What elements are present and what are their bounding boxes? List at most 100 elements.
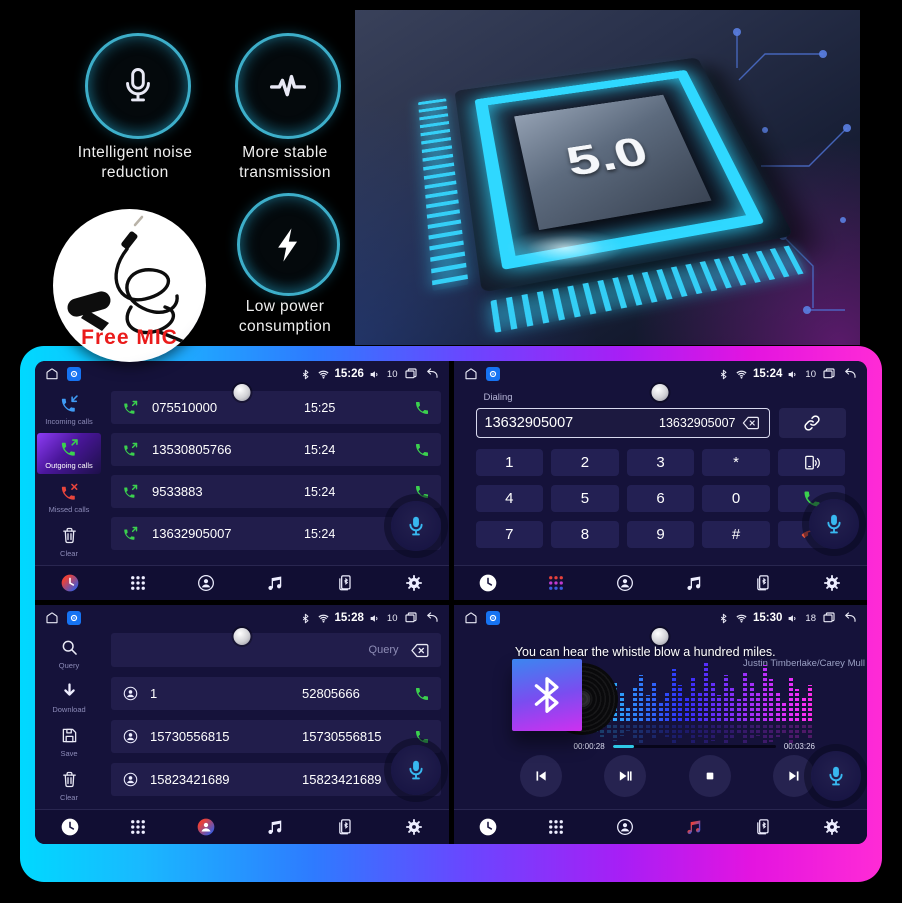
- nav-music-active[interactable]: [684, 817, 704, 837]
- recents-icon[interactable]: [403, 610, 419, 626]
- back-icon[interactable]: [424, 610, 440, 626]
- previous-button[interactable]: [519, 755, 562, 797]
- call-icon[interactable]: [414, 729, 430, 745]
- voice-assistant-button[interactable]: [390, 745, 441, 795]
- nav-settings[interactable]: [822, 573, 842, 593]
- wifi-icon: [736, 370, 747, 379]
- nav-contacts[interactable]: [615, 817, 635, 837]
- nav-music[interactable]: [265, 817, 285, 837]
- nav-apps[interactable]: [129, 574, 147, 592]
- call-icon[interactable]: [414, 442, 430, 458]
- sidebar-item-incoming-calls[interactable]: Incoming calls: [37, 389, 101, 430]
- progress-bar[interactable]: [612, 744, 776, 748]
- key-star[interactable]: *: [702, 449, 770, 476]
- key-3[interactable]: 3: [626, 449, 695, 476]
- call-icon[interactable]: [414, 686, 430, 702]
- home-icon[interactable]: [44, 610, 60, 626]
- back-icon[interactable]: [842, 610, 858, 626]
- recents-icon[interactable]: [821, 610, 837, 626]
- recents-icon[interactable]: [821, 366, 837, 382]
- nav-recent-active[interactable]: [60, 573, 80, 593]
- sidebar-item-download[interactable]: Download: [37, 677, 101, 718]
- app-icon[interactable]: [67, 611, 81, 625]
- contact-row[interactable]: 1 52805666: [111, 677, 441, 710]
- home-icon[interactable]: [463, 610, 479, 626]
- contact-search-field[interactable]: Query: [111, 633, 441, 667]
- play-pause-button[interactable]: [604, 755, 646, 797]
- recents-icon[interactable]: [403, 366, 419, 382]
- call-row[interactable]: 13530805766 15:24: [111, 433, 441, 466]
- key-4[interactable]: 4: [475, 485, 544, 512]
- back-icon[interactable]: [424, 366, 440, 382]
- key-7[interactable]: 7: [475, 521, 544, 548]
- nav-contacts-active[interactable]: [196, 817, 216, 837]
- bluetooth-link-button[interactable]: [778, 408, 846, 438]
- mic-icon: [408, 760, 423, 780]
- contact-row[interactable]: 15730556815 15730556815: [111, 720, 441, 753]
- backspace-icon[interactable]: [741, 415, 761, 431]
- call-row[interactable]: 075510000 15:25: [111, 391, 441, 424]
- nav-contacts[interactable]: [196, 573, 216, 593]
- nav-phone-link[interactable]: [753, 817, 773, 837]
- next-button[interactable]: [773, 755, 815, 797]
- nav-settings[interactable]: [404, 817, 424, 837]
- key-6[interactable]: 6: [626, 485, 695, 512]
- sidebar-item-save[interactable]: Save: [37, 721, 101, 762]
- key-5[interactable]: 5: [551, 485, 619, 512]
- nav-recent[interactable]: [60, 817, 80, 837]
- nav-apps[interactable]: [129, 818, 147, 836]
- nav-phone-link[interactable]: [335, 573, 355, 593]
- key-2[interactable]: 2: [551, 449, 619, 476]
- feature-noise-reduction: [85, 33, 191, 139]
- call-row[interactable]: 13632905007 15:24: [111, 517, 441, 550]
- query-label: Query: [368, 644, 399, 656]
- key-9[interactable]: 9: [626, 521, 695, 548]
- call-row[interactable]: 9533883 15:24: [111, 475, 441, 508]
- voice-assistant-button[interactable]: [811, 751, 861, 801]
- screen-dialer: 15:24 10 Dialing 13632905007 13632905007…: [453, 361, 867, 600]
- nav-apps[interactable]: [547, 818, 565, 836]
- nav-phone-link[interactable]: [753, 573, 773, 593]
- mic-icon: [827, 514, 841, 534]
- home-icon[interactable]: [463, 366, 479, 382]
- sidebar-item-outgoing-calls[interactable]: Outgoing calls: [37, 432, 101, 474]
- nav-music[interactable]: [684, 573, 704, 593]
- sidebar-item-query[interactable]: Query: [37, 633, 101, 674]
- nav-settings[interactable]: [822, 817, 842, 837]
- nav-recent[interactable]: [478, 817, 498, 837]
- key-0[interactable]: 0: [702, 485, 770, 512]
- nav-settings[interactable]: [404, 573, 424, 593]
- backspace-icon[interactable]: [409, 642, 431, 659]
- app-icon[interactable]: [485, 367, 500, 381]
- playback-controls: [519, 755, 815, 797]
- voice-assistant-button[interactable]: [390, 501, 441, 551]
- voice-assistant-button[interactable]: [809, 499, 859, 549]
- trash-icon: [62, 528, 76, 544]
- nav-phone-link[interactable]: [335, 817, 355, 837]
- status-bar: 15:28 10: [35, 605, 449, 629]
- dial-number-input[interactable]: 13632905007 13632905007: [475, 408, 770, 438]
- call-icon[interactable]: [414, 400, 430, 416]
- audio-route-button[interactable]: [777, 449, 846, 476]
- key-hash[interactable]: #: [702, 521, 770, 548]
- status-time: 15:26: [334, 368, 364, 380]
- call-icon[interactable]: [414, 484, 430, 500]
- nav-contacts[interactable]: [615, 573, 635, 593]
- outgoing-call-icon: [124, 400, 138, 414]
- app-icon[interactable]: [67, 367, 81, 381]
- key-8[interactable]: 8: [551, 521, 619, 548]
- app-icon[interactable]: [485, 611, 500, 625]
- home-icon[interactable]: [44, 366, 60, 382]
- nav-music[interactable]: [265, 573, 285, 593]
- sidebar-item-missed-calls[interactable]: Missed calls: [37, 477, 101, 518]
- nav-apps-active[interactable]: [547, 574, 565, 592]
- screen-contacts: 15:28 10 Query Download: [35, 605, 449, 844]
- nav-recent[interactable]: [478, 573, 498, 593]
- sidebar-item-clear[interactable]: Clear: [37, 521, 101, 562]
- sidebar-item-clear[interactable]: Clear: [37, 765, 101, 806]
- back-icon[interactable]: [842, 366, 858, 382]
- key-1[interactable]: 1: [475, 449, 544, 476]
- status-time: 15:24: [753, 368, 783, 380]
- stop-button[interactable]: [688, 755, 731, 797]
- contact-row[interactable]: 15823421689 15823421689: [111, 763, 441, 796]
